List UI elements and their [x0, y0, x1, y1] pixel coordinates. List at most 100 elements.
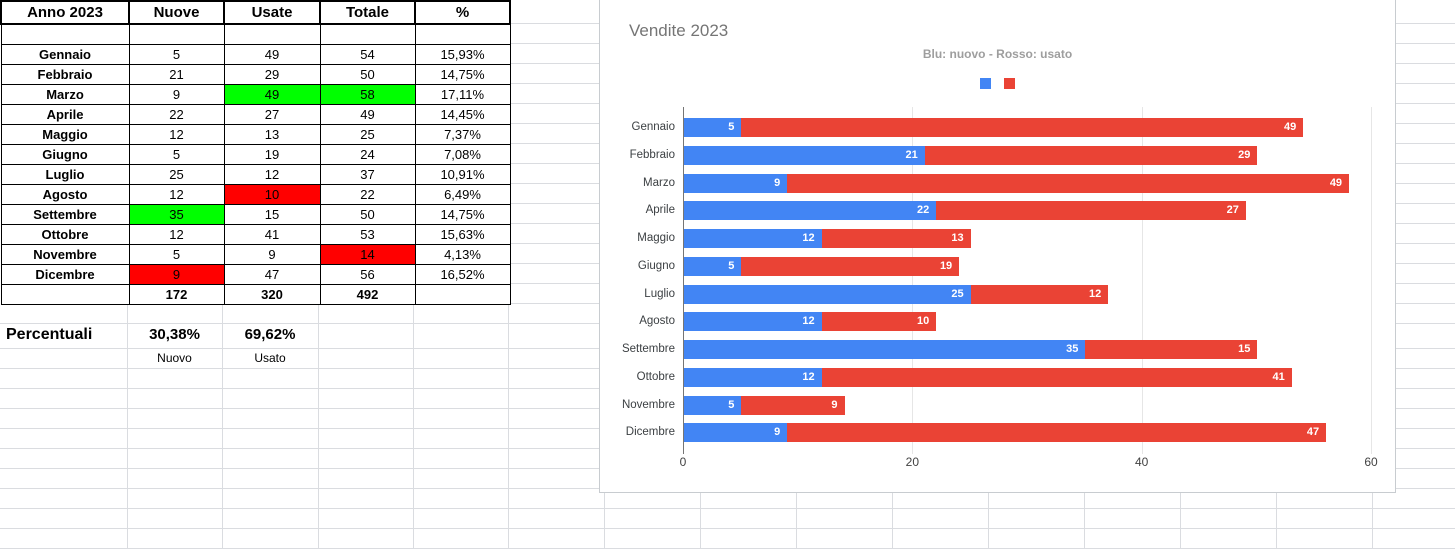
cell-nuove[interactable]: 12: [128, 224, 225, 245]
bar-segment-nuovo[interactable]: 9: [684, 423, 788, 443]
bar-segment-usato[interactable]: 15: [1085, 340, 1258, 360]
cell-usate[interactable]: 49: [223, 44, 321, 65]
cell-usate[interactable]: 47: [223, 264, 321, 285]
header-totale[interactable]: Totale: [319, 0, 416, 25]
cell-empty[interactable]: [414, 284, 511, 305]
cell-totale[interactable]: 50: [319, 64, 416, 85]
percentuale-nuovo-caption[interactable]: Nuovo: [157, 351, 192, 365]
bar-segment-nuovo[interactable]: 22: [684, 201, 937, 221]
cell-month[interactable]: Giugno: [0, 144, 130, 165]
cell-totale[interactable]: 24: [319, 144, 416, 165]
bar-segment-usato[interactable]: 19: [741, 256, 960, 276]
cell-nuove[interactable]: 9: [128, 264, 225, 285]
bar-segment-nuovo[interactable]: 9: [684, 173, 788, 193]
cell-nuove[interactable]: 12: [128, 124, 225, 145]
cell-totale[interactable]: 53: [319, 224, 416, 245]
bar-segment-usato[interactable]: 47: [787, 423, 1327, 443]
cell-usate[interactable]: 12: [223, 164, 321, 185]
total-nuove[interactable]: 172: [128, 284, 225, 305]
cell-month[interactable]: Gennaio: [0, 44, 130, 65]
cell-empty[interactable]: [223, 23, 321, 45]
bar-segment-usato[interactable]: 41: [821, 367, 1292, 387]
cell-totale[interactable]: 49: [319, 104, 416, 125]
chart-panel[interactable]: Vendite 2023 Blu: nuovo - Rosso: usato 0…: [599, 0, 1396, 493]
cell-empty[interactable]: [319, 23, 416, 45]
bar-segment-usato[interactable]: 12: [970, 284, 1109, 304]
cell-pct[interactable]: 7,37%: [414, 124, 511, 145]
percentuale-nuovo-value[interactable]: 30,38%: [149, 326, 200, 343]
bar-segment-nuovo[interactable]: 5: [684, 118, 742, 137]
cell-pct[interactable]: 7,08%: [414, 144, 511, 165]
bar-segment-usato[interactable]: 10: [821, 312, 937, 332]
cell-usate[interactable]: 49: [223, 84, 321, 105]
cell-month[interactable]: Dicembre: [0, 264, 130, 285]
cell-month[interactable]: Luglio: [0, 164, 130, 185]
cell-nuove[interactable]: 21: [128, 64, 225, 85]
header-nuove[interactable]: Nuove: [128, 0, 225, 25]
cell-empty[interactable]: [414, 23, 511, 45]
cell-nuove[interactable]: 22: [128, 104, 225, 125]
cell-pct[interactable]: 14,75%: [414, 64, 511, 85]
cell-totale[interactable]: 25: [319, 124, 416, 145]
cell-pct[interactable]: 10,91%: [414, 164, 511, 185]
bar-segment-usato[interactable]: 9: [741, 395, 845, 415]
cell-month[interactable]: Agosto: [0, 184, 130, 205]
bar-segment-usato[interactable]: 29: [924, 145, 1258, 165]
cell-pct[interactable]: 16,52%: [414, 264, 511, 285]
cell-pct[interactable]: 14,75%: [414, 204, 511, 225]
cell-month[interactable]: Ottobre: [0, 224, 130, 245]
cell-empty[interactable]: [0, 284, 130, 305]
bar-segment-usato[interactable]: 13: [821, 229, 971, 249]
bar-segment-usato[interactable]: 49: [787, 173, 1350, 193]
cell-month[interactable]: Febbraio: [0, 64, 130, 85]
bar-segment-usato[interactable]: 49: [741, 118, 1304, 137]
legend-swatch-nuovo[interactable]: [980, 78, 991, 89]
cell-month[interactable]: Novembre: [0, 244, 130, 265]
cell-pct[interactable]: 4,13%: [414, 244, 511, 265]
percentuali-label[interactable]: Percentuali: [6, 326, 93, 343]
cell-month[interactable]: Marzo: [0, 84, 130, 105]
header-anno[interactable]: Anno 2023: [0, 0, 130, 25]
cell-totale[interactable]: 14: [319, 244, 416, 265]
bar-segment-nuovo[interactable]: 5: [684, 256, 742, 276]
cell-empty[interactable]: [0, 23, 130, 45]
percentuale-usato-value[interactable]: 69,62%: [244, 326, 296, 343]
cell-totale[interactable]: 58: [319, 84, 416, 105]
cell-pct[interactable]: 14,45%: [414, 104, 511, 125]
cell-totale[interactable]: 22: [319, 184, 416, 205]
cell-month[interactable]: Settembre: [0, 204, 130, 225]
cell-nuove[interactable]: 25: [128, 164, 225, 185]
cell-totale[interactable]: 56: [319, 264, 416, 285]
cell-usate[interactable]: 9: [223, 244, 321, 265]
bar-segment-nuovo[interactable]: 12: [684, 312, 822, 332]
cell-nuove[interactable]: 5: [128, 244, 225, 265]
cell-totale[interactable]: 37: [319, 164, 416, 185]
bar-segment-nuovo[interactable]: 12: [684, 229, 822, 249]
cell-nuove[interactable]: 5: [128, 144, 225, 165]
cell-empty[interactable]: [128, 23, 225, 45]
total-totale[interactable]: 492: [319, 284, 416, 305]
cell-pct[interactable]: 15,63%: [414, 224, 511, 245]
cell-totale[interactable]: 50: [319, 204, 416, 225]
cell-month[interactable]: Aprile: [0, 104, 130, 125]
cell-usate[interactable]: 27: [223, 104, 321, 125]
bar-segment-nuovo[interactable]: 21: [684, 145, 925, 165]
cell-pct[interactable]: 15,93%: [414, 44, 511, 65]
cell-nuove[interactable]: 35: [128, 204, 225, 225]
cell-usate[interactable]: 29: [223, 64, 321, 85]
cell-usate[interactable]: 13: [223, 124, 321, 145]
bar-segment-nuovo[interactable]: 35: [684, 340, 1086, 360]
cell-usate[interactable]: 19: [223, 144, 321, 165]
cell-totale[interactable]: 54: [319, 44, 416, 65]
cell-usate[interactable]: 10: [223, 184, 321, 205]
cell-month[interactable]: Maggio: [0, 124, 130, 145]
cell-pct[interactable]: 6,49%: [414, 184, 511, 205]
legend-swatch-usato[interactable]: [1004, 78, 1015, 89]
cell-nuove[interactable]: 5: [128, 44, 225, 65]
cell-nuove[interactable]: 12: [128, 184, 225, 205]
cell-nuove[interactable]: 9: [128, 84, 225, 105]
cell-usate[interactable]: 41: [223, 224, 321, 245]
bar-segment-usato[interactable]: 27: [936, 201, 1246, 221]
percentuale-usato-caption[interactable]: Usato: [254, 351, 286, 365]
bar-segment-nuovo[interactable]: 12: [684, 367, 822, 387]
